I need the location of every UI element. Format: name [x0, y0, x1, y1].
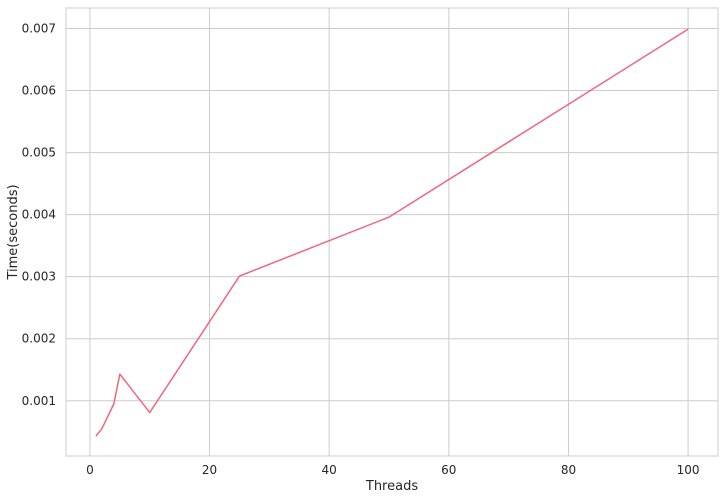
x-axis-label: Threads — [365, 479, 418, 494]
tick-labels: 0 20 40 60 80 100 0.001 0.002 0.003 0.004 0.005 0.0… — [22, 21, 700, 477]
y-axis-label: Time(seconds) — [6, 184, 21, 280]
x-tick-label: 60 — [441, 463, 456, 477]
y-tick-label: 0.002 — [22, 332, 56, 346]
x-tick-label: 100 — [677, 463, 700, 477]
y-tick-label: 0.005 — [22, 146, 56, 160]
x-tick-label: 20 — [202, 463, 217, 477]
y-tick-label: 0.001 — [22, 394, 56, 408]
y-tick-label: 0.007 — [22, 21, 56, 35]
plot-frame — [65, 7, 719, 457]
series-layer — [95, 28, 689, 437]
y-tick-label: 0.004 — [22, 208, 56, 222]
x-tick-label: 40 — [322, 463, 337, 477]
grid — [66, 8, 718, 456]
x-tick-label: 80 — [561, 463, 576, 477]
y-tick-label: 0.006 — [22, 84, 56, 98]
y-tick-label: 0.003 — [22, 270, 56, 284]
series-line — [95, 28, 689, 437]
x-tick-label: 0 — [86, 463, 94, 477]
